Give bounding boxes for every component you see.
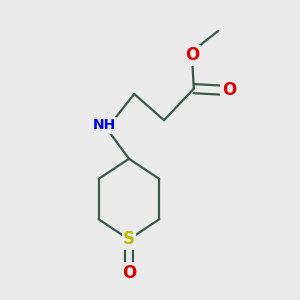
- Text: S: S: [123, 230, 135, 248]
- Text: NH: NH: [93, 118, 116, 133]
- Text: O: O: [222, 81, 236, 99]
- Text: O: O: [122, 264, 136, 282]
- Text: O: O: [185, 46, 199, 64]
